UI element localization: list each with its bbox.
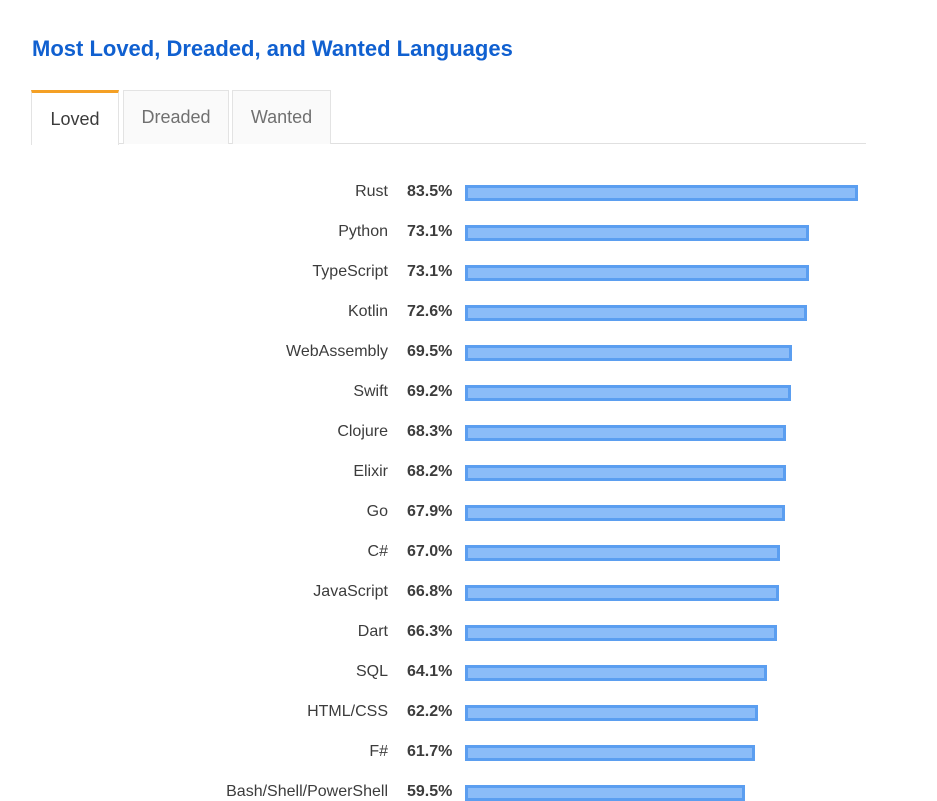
value-label: 69.2% [407, 383, 453, 400]
bar [465, 465, 786, 481]
value-label: 61.7% [407, 743, 453, 760]
category-label: HTML/CSS [307, 703, 388, 720]
bar [465, 505, 785, 521]
category-label: Dart [357, 623, 388, 640]
category-label: F# [369, 743, 388, 760]
bar [465, 265, 809, 281]
category-label: Elixir [353, 463, 388, 480]
category-label: WebAssembly [286, 343, 388, 360]
category-label: JavaScript [313, 583, 388, 600]
bar [465, 185, 858, 201]
bar [465, 225, 809, 241]
category-label: TypeScript [312, 263, 388, 280]
value-label: 64.1% [407, 663, 453, 680]
bar [465, 665, 767, 681]
bar [465, 705, 758, 721]
tab-bar: Loved Dreaded Wanted [31, 90, 866, 145]
value-label: 67.0% [407, 543, 453, 560]
bar [465, 785, 745, 801]
value-label: 69.5% [407, 343, 453, 360]
bar [465, 745, 755, 761]
value-label: 73.1% [407, 223, 453, 240]
value-label: 66.8% [407, 583, 453, 600]
category-label: Kotlin [347, 303, 388, 320]
category-label: C# [367, 543, 388, 560]
bar [465, 425, 786, 441]
value-label: 66.3% [407, 623, 453, 640]
value-label: 68.2% [407, 463, 453, 480]
value-label: 73.1% [407, 263, 453, 280]
category-label: Rust [355, 183, 388, 200]
bar [465, 545, 780, 561]
bar [465, 585, 779, 601]
category-label: Python [338, 223, 388, 240]
value-label: 83.5% [407, 183, 453, 200]
bar [465, 385, 791, 401]
value-label: 68.3% [407, 423, 453, 440]
bar [465, 305, 807, 321]
bar [465, 345, 792, 361]
tab-wanted[interactable]: Wanted [232, 90, 331, 144]
category-label: Swift [353, 383, 388, 400]
category-label: Go [366, 503, 388, 520]
category-label: Bash/Shell/PowerShell [226, 783, 388, 800]
value-label: 62.2% [407, 703, 453, 720]
category-label: Clojure [337, 423, 388, 440]
value-label: 67.9% [407, 503, 453, 520]
category-label: SQL [355, 663, 388, 680]
page-title: Most Loved, Dreaded, and Wanted Language… [32, 36, 513, 61]
bar [465, 625, 777, 641]
value-label: 59.5% [407, 783, 453, 800]
tab-dreaded[interactable]: Dreaded [123, 90, 229, 144]
tab-loved[interactable]: Loved [31, 90, 119, 145]
value-label: 72.6% [407, 303, 453, 320]
